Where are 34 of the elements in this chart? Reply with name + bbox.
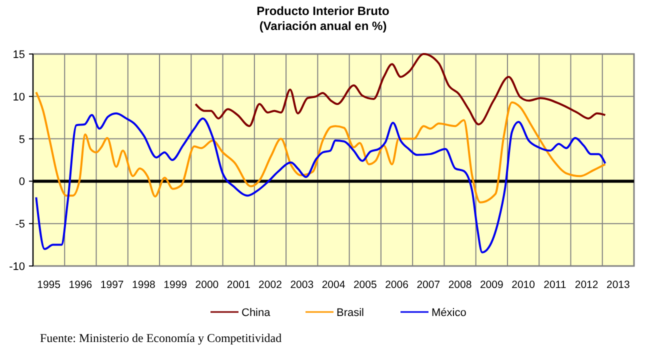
x-tick-label: 2001: [226, 279, 250, 291]
x-tick-label: 2008: [448, 279, 472, 291]
line-series: [35, 112, 606, 254]
x-tick-label: 2011: [544, 279, 566, 291]
x-tick-label: 2006: [385, 279, 409, 291]
source-note: Fuente: Ministerio de Economía y Competitividad: [40, 331, 282, 345]
line-series: [35, 91, 606, 204]
x-tick-label: 1998: [132, 279, 156, 291]
x-tick-label: 1995: [37, 279, 61, 291]
y-tick-label: 15: [12, 49, 25, 61]
legend-label: China: [242, 307, 272, 319]
legend-label: México: [432, 307, 466, 319]
y-tick-label: -10: [9, 261, 25, 273]
y-tick-label: 5: [18, 134, 25, 146]
x-tick-label: 2013: [606, 279, 630, 291]
line-series: [194, 53, 606, 128]
x-tick-label: 1997: [100, 279, 124, 291]
y-tick-label: -5: [15, 218, 25, 231]
y-tick-label: 10: [12, 91, 25, 104]
x-tick-label: 2000: [195, 279, 219, 291]
x-tick-label: 2010: [512, 279, 536, 291]
x-tick-label: 2003: [290, 279, 314, 291]
chart-subtitle: (Variación anual en %): [259, 19, 387, 33]
x-tick-label: 2002: [258, 279, 282, 291]
x-tick-label: 2007: [416, 279, 440, 291]
x-tick-label: 2005: [353, 279, 377, 291]
legend-label: Brasil: [336, 307, 364, 319]
x-tick-label: 1996: [68, 279, 92, 291]
chart-title: Producto Interior Bruto: [256, 4, 390, 18]
x-tick-label: 2004: [322, 279, 346, 291]
x-tick-label: 2012: [574, 279, 598, 291]
x-tick-label: 1999: [164, 279, 188, 291]
y-tick-label: 0: [18, 176, 25, 188]
x-tick-label: 2009: [480, 279, 504, 291]
